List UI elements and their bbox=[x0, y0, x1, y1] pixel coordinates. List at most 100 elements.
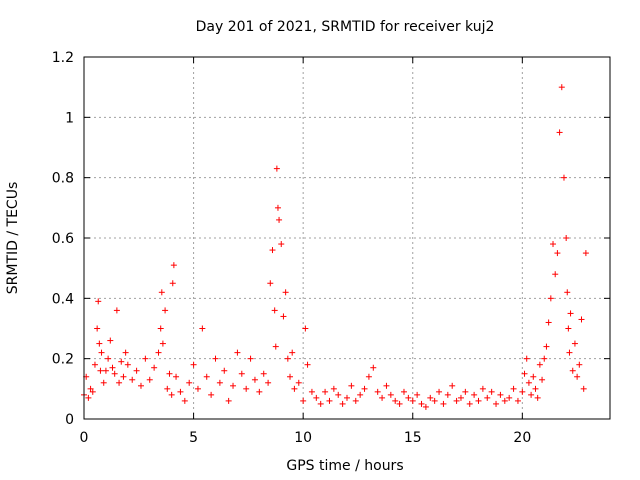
data-point bbox=[166, 370, 173, 377]
data-point bbox=[107, 337, 114, 344]
y-tick-label: 0.6 bbox=[52, 231, 74, 247]
data-point bbox=[571, 340, 578, 347]
data-point bbox=[142, 355, 149, 362]
data-point bbox=[475, 397, 482, 404]
data-point bbox=[177, 388, 184, 395]
data-point bbox=[400, 388, 407, 395]
data-point bbox=[440, 400, 447, 407]
data-point bbox=[251, 376, 258, 383]
data-point bbox=[164, 385, 171, 392]
data-point bbox=[304, 361, 311, 368]
data-point bbox=[541, 355, 548, 362]
data-point bbox=[186, 379, 193, 386]
data-point bbox=[91, 361, 98, 368]
data-point bbox=[98, 349, 105, 356]
data-point bbox=[418, 400, 425, 407]
data-point bbox=[181, 397, 188, 404]
data-point bbox=[545, 319, 552, 326]
data-point bbox=[563, 235, 570, 241]
data-point bbox=[525, 379, 532, 386]
data-point bbox=[276, 216, 283, 223]
x-tick-label: 0 bbox=[80, 430, 89, 446]
data-point bbox=[284, 355, 291, 362]
data-point bbox=[89, 388, 96, 395]
data-point bbox=[105, 355, 112, 362]
data-point bbox=[569, 367, 576, 374]
x-tick-label: 5 bbox=[189, 430, 198, 446]
data-point bbox=[272, 343, 279, 350]
data-point bbox=[479, 385, 486, 392]
plot-frame bbox=[83, 56, 611, 420]
data-point bbox=[157, 325, 164, 332]
data-point bbox=[118, 358, 125, 365]
data-point bbox=[330, 385, 337, 392]
data-point bbox=[567, 310, 574, 317]
data-point bbox=[534, 394, 541, 401]
data-point bbox=[521, 370, 528, 377]
data-point bbox=[282, 289, 289, 296]
data-point bbox=[565, 325, 572, 332]
data-point bbox=[317, 400, 324, 407]
data-point bbox=[383, 382, 390, 389]
x-tick-label: 20 bbox=[513, 430, 531, 446]
data-point bbox=[95, 298, 102, 305]
data-point bbox=[370, 364, 377, 371]
data-point bbox=[326, 397, 333, 404]
data-point bbox=[453, 397, 460, 404]
data-point bbox=[129, 376, 136, 383]
data-point bbox=[271, 307, 278, 314]
data-point bbox=[265, 379, 272, 386]
data-point bbox=[87, 385, 94, 392]
x-tick-label: 10 bbox=[294, 430, 312, 446]
data-point bbox=[422, 403, 429, 410]
data-point bbox=[133, 367, 140, 374]
data-point bbox=[528, 391, 535, 398]
data-point bbox=[339, 400, 346, 407]
data-point bbox=[462, 388, 469, 395]
data-point bbox=[552, 271, 559, 278]
y-tick-label: 1.2 bbox=[52, 50, 74, 66]
data-point bbox=[269, 247, 276, 254]
data-point bbox=[357, 391, 364, 398]
data-point bbox=[313, 394, 320, 401]
data-point bbox=[444, 391, 451, 398]
ticks: 0 0.2 0.4 0.6 0.8 1 1.2 0 5 10 15 20 bbox=[52, 50, 610, 446]
data-point bbox=[256, 388, 263, 395]
data-point bbox=[497, 391, 504, 398]
data-point bbox=[273, 165, 280, 172]
data-point bbox=[234, 349, 241, 356]
data-point bbox=[449, 382, 456, 389]
data-points bbox=[81, 84, 589, 410]
data-point bbox=[554, 250, 561, 257]
data-point bbox=[523, 355, 530, 362]
data-point bbox=[392, 397, 399, 404]
data-point bbox=[514, 397, 521, 404]
data-point bbox=[493, 400, 500, 407]
data-point bbox=[94, 325, 101, 332]
data-point bbox=[212, 355, 219, 362]
data-point bbox=[137, 382, 144, 389]
x-tick-label: 15 bbox=[404, 430, 422, 446]
data-point bbox=[558, 84, 565, 91]
data-point bbox=[530, 373, 537, 380]
data-point bbox=[543, 343, 550, 350]
data-point bbox=[158, 289, 165, 296]
data-point bbox=[547, 295, 554, 302]
y-tick-label: 0 bbox=[65, 412, 74, 428]
data-point bbox=[85, 394, 92, 401]
data-point bbox=[322, 388, 329, 395]
y-tick-label: 0.4 bbox=[52, 291, 74, 307]
data-point bbox=[379, 394, 386, 401]
data-point bbox=[396, 400, 403, 407]
data-point bbox=[97, 367, 104, 374]
data-point bbox=[566, 349, 573, 356]
data-point bbox=[238, 370, 245, 377]
data-point bbox=[190, 361, 197, 368]
data-point bbox=[216, 379, 223, 386]
data-point bbox=[365, 373, 372, 380]
data-point bbox=[564, 289, 571, 296]
data-point bbox=[194, 385, 201, 392]
data-point bbox=[96, 340, 103, 347]
data-point bbox=[225, 397, 232, 404]
